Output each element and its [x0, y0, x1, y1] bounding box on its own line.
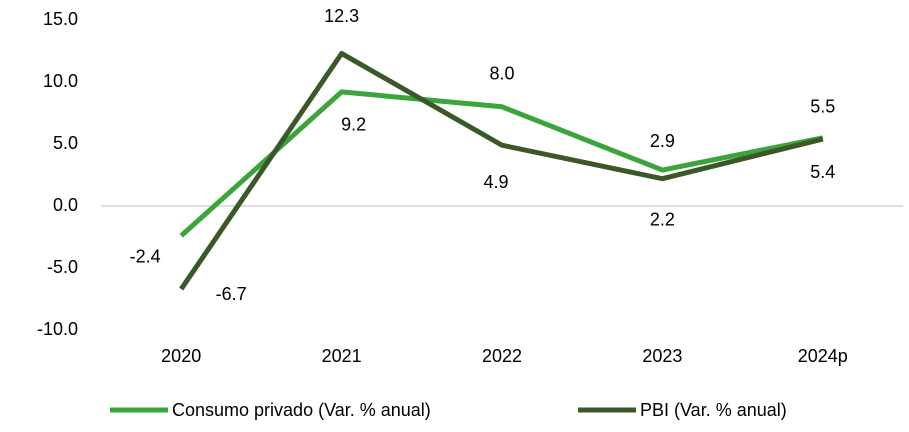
x-tick-label: 2021: [322, 346, 362, 366]
line-series: [179, 89, 824, 238]
data-label: 5.4: [810, 162, 835, 182]
data-label: 9.2: [341, 115, 366, 135]
y-tick-label: 15.0: [43, 9, 78, 29]
y-tick-label: -10.0: [37, 319, 78, 339]
y-tick-label: 5.0: [53, 133, 78, 153]
data-label: 12.3: [324, 6, 359, 26]
data-label: 8.0: [489, 64, 514, 84]
data-label: 4.9: [483, 172, 508, 192]
legend-label: PBI (Var. % anual): [640, 400, 787, 420]
x-tick-label: 2023: [642, 346, 682, 366]
data-label: -2.4: [130, 247, 161, 267]
x-tick-label: 2022: [482, 346, 522, 366]
data-label: 2.9: [650, 131, 675, 151]
y-tick-label: 10.0: [43, 71, 78, 91]
y-tick-label: 0.0: [53, 195, 78, 215]
y-tick-label: -5.0: [47, 257, 78, 277]
x-tick-label: 2020: [161, 346, 201, 366]
x-tick-label: 2024p: [798, 346, 848, 366]
data-label: 5.5: [810, 97, 835, 117]
line-series: [179, 50, 824, 291]
data-label: -6.7: [216, 284, 247, 304]
legend-label: Consumo privado (Var. % anual): [172, 400, 431, 420]
data-label: 2.2: [650, 209, 675, 229]
